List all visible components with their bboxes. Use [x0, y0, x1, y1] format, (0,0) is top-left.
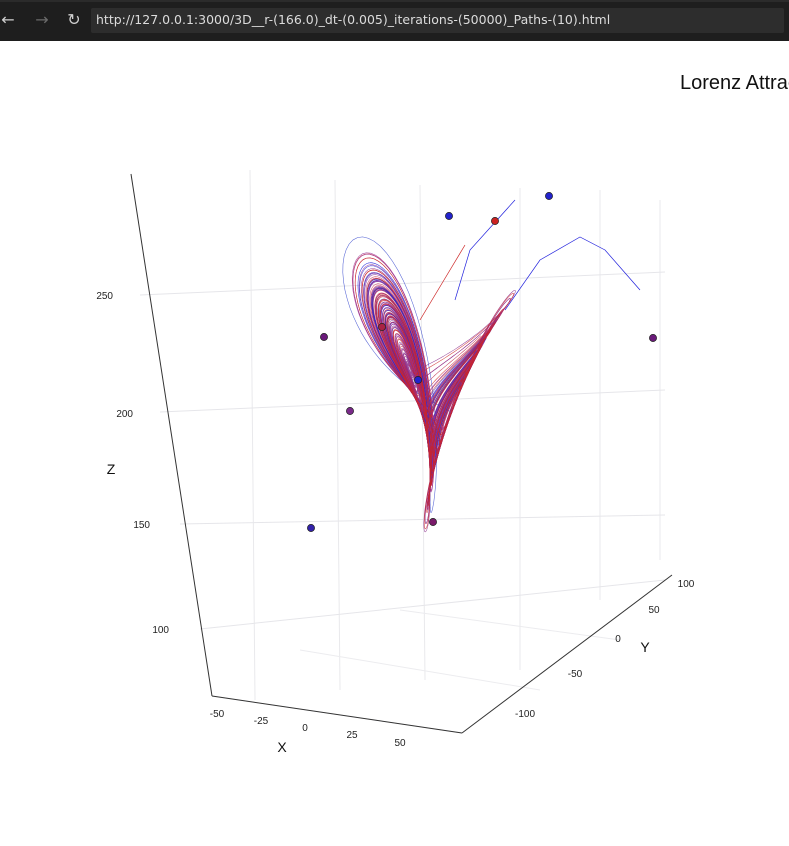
endpoint-marker [545, 192, 553, 200]
x-tick-label: 25 [346, 730, 358, 741]
y-tick-label: -100 [515, 709, 535, 720]
grid-line [249, 169, 256, 701]
axis-lines [130, 173, 673, 734]
trajectory-line [504, 236, 641, 311]
plot-title: Lorenz Attrac [680, 72, 789, 94]
url-text: http://127.0.0.1:3000/3D__r-(166.0)_dt-(… [96, 12, 611, 27]
z-tick-label: 100 [152, 625, 169, 636]
z-tick-label: 150 [133, 520, 150, 531]
endpoint-marker [346, 407, 354, 415]
trajectories [342, 199, 641, 533]
x-axis-line [211, 695, 463, 734]
grid-line [419, 184, 426, 681]
browser-toolbar: ← → ↻ http://127.0.0.1:3000/3D__r-(166.0… [0, 0, 789, 41]
grid-line [159, 389, 666, 413]
tick-labels: 100 150 200 250 -50 -25 0 25 50 -100 -50 0 50 100 [96, 291, 694, 749]
endpoint-marker [429, 518, 437, 526]
grid-line [179, 514, 666, 525]
trajectory-line [454, 199, 516, 301]
y-tick-label: 100 [678, 579, 695, 590]
arrow-right-icon: → [35, 10, 49, 29]
y-tick-label: 0 [615, 634, 621, 645]
endpoints [307, 192, 657, 532]
endpoint-marker [491, 217, 499, 225]
z-tick-label: 250 [96, 291, 113, 302]
x-tick-label: 0 [302, 723, 308, 734]
endpoint-marker [649, 334, 657, 342]
x-tick-label: -50 [210, 709, 225, 720]
y-axis-label: Y [640, 639, 650, 655]
grid-line [199, 579, 666, 630]
z-axis-line [130, 173, 213, 697]
x-tick-label: 50 [394, 738, 406, 749]
endpoint-marker [320, 333, 328, 341]
grid-line [399, 609, 621, 641]
arrow-left-icon: ← [1, 10, 15, 29]
y-tick-label: 50 [648, 605, 660, 616]
y-tick-label: -50 [568, 669, 583, 680]
toolbar-divider [0, 0, 789, 2]
grid-lines [139, 169, 666, 734]
address-bar[interactable]: http://127.0.0.1:3000/3D__r-(166.0)_dt-(… [91, 8, 784, 33]
back-button[interactable]: ← [0, 9, 19, 31]
grid-line [334, 179, 341, 691]
y-axis-line [461, 574, 673, 734]
reload-icon: ↻ [67, 10, 81, 29]
grid-line [139, 271, 666, 296]
reload-button[interactable]: ↻ [63, 9, 85, 31]
endpoint-marker [307, 524, 315, 532]
x-tick-label: -25 [254, 716, 269, 727]
trajectory-line [419, 244, 466, 321]
x-axis-label: X [277, 739, 287, 755]
z-tick-label: 200 [116, 409, 133, 420]
endpoint-marker [378, 323, 386, 331]
forward-button[interactable]: → [31, 9, 53, 31]
grid-line [299, 649, 541, 691]
z-axis-label: Z [107, 461, 116, 477]
trajectory-line [354, 257, 514, 530]
endpoint-marker [414, 376, 422, 384]
endpoint-marker [445, 212, 453, 220]
